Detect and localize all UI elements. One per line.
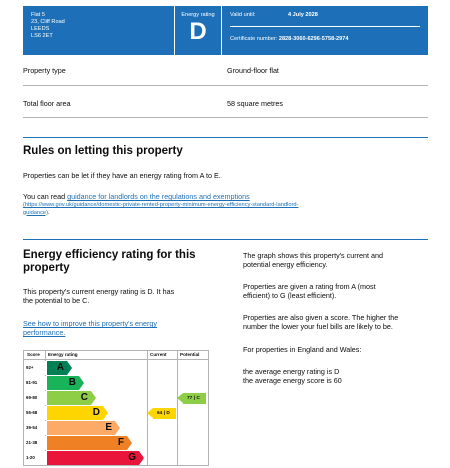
band-letter: F bbox=[117, 437, 124, 448]
efficiency-heading-line: property bbox=[23, 262, 70, 274]
certificate-header: Flat 5 23, Cliff Road LEEDS LS6 2ET Ener… bbox=[23, 6, 428, 55]
current-rating-indicator: 64 | D bbox=[147, 407, 176, 419]
guidance-prefix: You can read bbox=[23, 192, 68, 201]
divider bbox=[23, 85, 428, 86]
address-line: LS6 2ET bbox=[31, 33, 53, 39]
band-letter: A bbox=[56, 362, 64, 373]
rating-scale-explanation: Properties are given a rating from A (mo… bbox=[243, 282, 428, 300]
band-letter: D bbox=[92, 407, 100, 418]
summary-value: 58 square metres bbox=[227, 99, 283, 108]
valid-until-date: 4 July 2028 bbox=[288, 12, 318, 18]
efficiency-heading-line: Energy efficiency rating for this bbox=[23, 249, 196, 261]
efficiency-heading: Energy efficiency rating for this proper… bbox=[23, 249, 228, 275]
text-line: the average energy score is 60 bbox=[243, 376, 342, 385]
band-score-range: 81-91 bbox=[26, 376, 48, 390]
band-arrow bbox=[67, 361, 72, 375]
band-bar: G bbox=[47, 451, 139, 465]
chart-header-rating: Energy rating bbox=[48, 352, 78, 357]
band-letter: E bbox=[105, 422, 112, 433]
summary-key: Property type bbox=[23, 66, 66, 75]
guidance-link[interactable]: guidance for landlords on the regulation… bbox=[67, 192, 250, 201]
band-bar: F bbox=[47, 436, 127, 450]
valid-until-label: Valid until: bbox=[230, 12, 256, 18]
band-bar: C bbox=[47, 391, 91, 405]
divider bbox=[23, 117, 428, 118]
text-line: efficient) to G (least efficient). bbox=[243, 291, 337, 300]
band-bar: D bbox=[47, 406, 103, 420]
band-letter: C bbox=[80, 392, 88, 403]
improve-link-line[interactable]: See how to improve this property's energ… bbox=[23, 319, 158, 328]
text-line: the potential to be C. bbox=[23, 296, 90, 305]
band-arrow bbox=[79, 376, 84, 390]
text-line: The graph shows this property's current … bbox=[243, 251, 384, 260]
energy-rating-box: Energy rating D bbox=[174, 6, 222, 55]
band-arrow bbox=[103, 406, 108, 420]
certificate-details: Valid until: 4 July 2028 Certificate num… bbox=[223, 6, 428, 55]
band-letter: B bbox=[68, 377, 76, 388]
summary-value: Ground-floor flat bbox=[227, 66, 279, 75]
text-line: Properties are given a rating from A (mo… bbox=[243, 282, 376, 291]
band-arrow bbox=[91, 391, 96, 405]
chart-column-rule bbox=[177, 351, 178, 465]
guidance-url[interactable]: (https://www.gov.uk/guidance/domestic-pr… bbox=[23, 202, 298, 217]
energy-rating-label: Energy rating bbox=[181, 12, 215, 18]
chart-header-score: Score bbox=[27, 352, 40, 357]
band-score-range: 39-54 bbox=[26, 421, 48, 435]
improve-link[interactable]: See how to improve this property's energ… bbox=[23, 319, 157, 337]
current-rating-indicator-pointer bbox=[147, 407, 153, 418]
band-score-range: 1-20 bbox=[26, 451, 48, 465]
chart-header-rule bbox=[24, 359, 208, 360]
band-bar: E bbox=[47, 421, 115, 435]
band-bar: B bbox=[47, 376, 79, 390]
text-line: potential energy efficiency. bbox=[243, 260, 328, 269]
guidance-url-line[interactable]: guidance) bbox=[23, 209, 48, 216]
potential-rating-indicator: 77 | C bbox=[177, 392, 206, 404]
region-note: For properties in England and Wales: bbox=[243, 345, 362, 354]
certificate-number: Certificate number: 2828-3060-6296-5758-… bbox=[230, 36, 349, 42]
text-line: This property's current energy rating is… bbox=[23, 287, 175, 296]
letting-heading: Rules on letting this property bbox=[23, 145, 183, 157]
address-line: LEEDS bbox=[31, 26, 50, 32]
band-score-range: 92+ bbox=[26, 361, 48, 375]
property-address: Flat 5 23, Cliff Road LEEDS LS6 2ET bbox=[31, 12, 65, 40]
band-bar: A bbox=[47, 361, 67, 375]
section-divider bbox=[23, 239, 428, 240]
section-divider bbox=[23, 137, 428, 138]
band-score-range: 21-38 bbox=[26, 436, 48, 450]
improve-link-line[interactable]: performance. bbox=[23, 328, 66, 337]
energy-rating-chart: Score Energy rating Current Potential 92… bbox=[23, 350, 209, 466]
band-score-range: 55-68 bbox=[26, 406, 48, 420]
band-score-range: 69-80 bbox=[26, 391, 48, 405]
text-line: Properties are also given a score. The h… bbox=[243, 313, 399, 322]
guidance-url-line[interactable]: (https://www.gov.uk/guidance/domestic-pr… bbox=[23, 202, 299, 208]
address-line: 23, Cliff Road bbox=[31, 19, 65, 25]
band-letter: G bbox=[128, 452, 136, 463]
chart-header-potential: Potential bbox=[180, 352, 200, 357]
text-line: the average energy rating is D bbox=[243, 367, 340, 376]
energy-rating-letter: D bbox=[189, 18, 207, 45]
band-arrow bbox=[139, 451, 144, 465]
valid-until: Valid until: 4 July 2028 bbox=[230, 12, 318, 18]
certificate-number-label: Certificate number: bbox=[230, 36, 278, 42]
guidance-url-end: . bbox=[47, 209, 50, 216]
letting-text: Properties can be let if they have an en… bbox=[23, 171, 221, 180]
address-line: Flat 5 bbox=[31, 12, 45, 18]
graph-explanation: The graph shows this property's current … bbox=[243, 251, 428, 269]
current-rating-text: This property's current energy rating is… bbox=[23, 287, 174, 305]
text-line: number the lower your fuel bills are lik… bbox=[243, 322, 393, 331]
band-arrow bbox=[115, 421, 120, 435]
band-arrow bbox=[127, 436, 132, 450]
potential-rating-indicator-pointer bbox=[177, 392, 183, 403]
certificate-number-value: 2828-3060-6296-5758-2974 bbox=[278, 36, 349, 42]
summary-key: Total floor area bbox=[23, 99, 71, 108]
chart-header-current: Current bbox=[150, 352, 167, 357]
letting-guidance: You can read guidance for landlords on t… bbox=[23, 192, 250, 201]
header-divider bbox=[230, 26, 420, 27]
score-explanation: Properties are also given a score. The h… bbox=[243, 313, 428, 331]
average-rating: the average energy rating is D the avera… bbox=[243, 367, 428, 385]
